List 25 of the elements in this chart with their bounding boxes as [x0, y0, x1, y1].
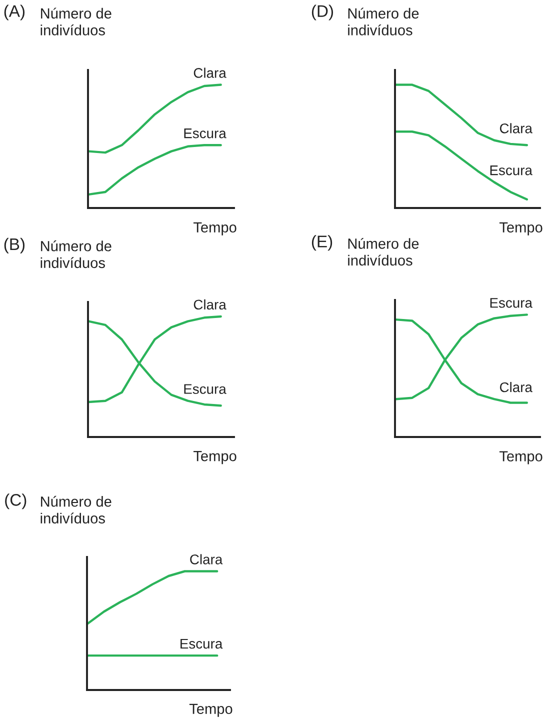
- y-axis-title: Número de indivíduos: [40, 240, 112, 268]
- series-label: Escura: [490, 166, 532, 176]
- y-axis-title: Número de indivíduos: [348, 8, 419, 36]
- series-label: Clara: [500, 123, 532, 134]
- series-label: Escura: [180, 638, 223, 649]
- series-label: Clara: [190, 554, 223, 564]
- series-label: Escura: [490, 298, 532, 308]
- series-label: Escura: [184, 384, 226, 394]
- y-axis-title: Número de indivíduos: [40, 496, 112, 524]
- chart-title: (C): [5, 494, 26, 510]
- series-label: Clara: [194, 299, 226, 310]
- chart-title: (D): [312, 4, 333, 20]
- y-axis-title: Número de indivíduos: [40, 8, 112, 36]
- chart-title: (E): [312, 235, 332, 251]
- chart-title: (B): [4, 238, 24, 254]
- x-axis-title: Tempo: [189, 704, 232, 717]
- series-label: Clara: [194, 68, 226, 78]
- x-axis-title: Tempo: [193, 451, 236, 464]
- series-label: Escura: [184, 128, 226, 138]
- x-axis-title: Tempo: [499, 222, 542, 236]
- y-axis-title: Número de indivíduos: [348, 238, 419, 266]
- x-axis-title: Tempo: [193, 222, 236, 236]
- chart-title: (A): [4, 4, 24, 20]
- series-label: Clara: [500, 382, 532, 392]
- x-axis-title: Tempo: [499, 451, 542, 464]
